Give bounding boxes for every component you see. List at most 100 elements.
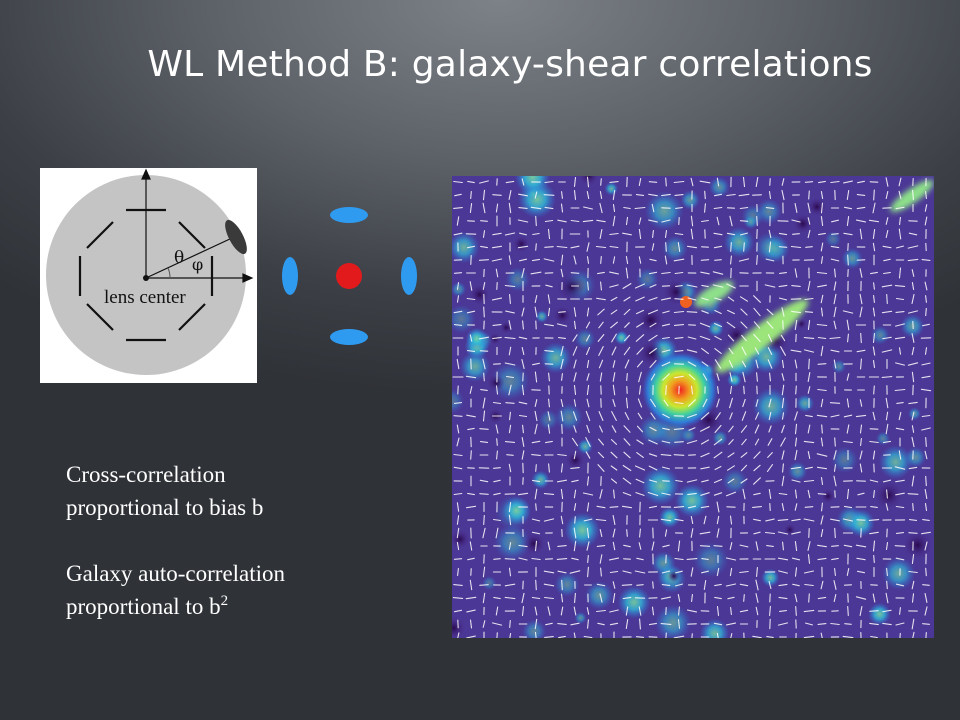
shear-stick [907,245,919,249]
shear-stick [638,228,642,240]
shear-stick [483,306,485,318]
shear-stick [921,362,931,366]
shear-stick [716,515,720,525]
shear-stick [635,296,645,302]
shear-stick [612,372,616,382]
shear-stick [725,622,737,626]
shear-stick [725,557,737,561]
shear-stick [648,439,658,445]
shear-stick [495,203,499,213]
shear-stick [482,202,486,214]
density-blob [878,445,913,480]
shear-stick [634,570,646,574]
shear-stick [911,593,915,603]
shear-stick [807,229,811,239]
shear-stick [585,451,591,459]
body-text: Cross-correlation proportional to bias b… [66,458,426,656]
shear-stick [479,479,489,483]
shear-stick [686,479,698,483]
shear-stick [922,519,930,521]
shear-stick [650,373,656,381]
shear-stick [635,309,645,315]
shear-stick [573,385,577,395]
shear-stick [925,475,927,487]
shear-stick [687,413,697,419]
shear-stick [740,321,748,329]
shear-stick [753,492,761,496]
shear-stick [570,622,580,626]
shear-stick [701,219,709,223]
shear-stick [625,397,629,409]
shear-stick [820,580,824,590]
shear-stick [729,372,733,382]
underdense-spot [903,530,932,560]
shear-stick [609,609,619,613]
shear-stick [743,385,745,395]
underdense-spot [807,197,826,216]
shear-stick [638,606,642,616]
shear-stick [613,489,615,499]
shear-stick [558,337,566,339]
density-blob [680,190,700,210]
shear-stick [794,359,798,369]
shear-stick [478,259,490,261]
density-blob [752,387,790,426]
shear-stick [899,632,901,638]
shear-stick [647,491,659,497]
shear-stick [885,503,889,511]
shear-stick [700,426,710,432]
shear-stick [729,385,733,395]
shear-stick [687,505,697,509]
shear-stick [521,437,525,447]
shear-stick [842,635,854,638]
shear-stick [457,567,459,577]
shear-stick [482,282,486,290]
shear-stick [834,527,836,539]
shear-stick [596,219,606,223]
shear-stick [556,245,568,249]
shear-stick [456,295,460,303]
shear-stick [729,215,733,227]
shear-stick [804,506,814,508]
shear-stick [767,452,773,458]
shear-stick [673,258,685,262]
angle-arc [167,267,171,279]
underdense-spot [500,321,513,334]
shear-stick [675,583,683,587]
shear-stick [898,267,902,279]
shear-stick [924,593,928,603]
shear-stick [921,414,931,418]
shear-stick [534,488,538,500]
underdense-spot [565,450,585,470]
shear-stick [922,623,930,625]
shear-stick [817,336,827,340]
shear-stick [491,297,503,301]
shear-stick [571,437,579,447]
shear-stick [756,567,758,577]
shear-stick [766,545,774,547]
shear-stick [859,399,863,407]
shear-stick [714,348,722,354]
shear-stick [453,453,463,457]
shear-stick [492,232,502,236]
shear-stick [690,528,694,538]
shear-stick [674,232,684,236]
shear-stick [859,228,863,240]
shear-stick [456,527,460,539]
shear-stick [665,177,667,187]
tangential-shear-pattern [282,207,417,345]
shear-stick [548,463,550,473]
shear-stick [700,259,710,261]
shear-stick [846,398,850,408]
shear-stick [573,359,577,369]
shear-stick [649,284,657,288]
shear-stick [648,465,658,471]
shear-stick [496,438,498,446]
shear-stick [807,372,811,382]
shear-stick [921,375,931,379]
shear-stick [649,426,657,432]
shear-stick [611,411,617,421]
shear-stick [651,606,655,616]
shear-stick [662,466,670,470]
shear-stick [868,219,880,223]
